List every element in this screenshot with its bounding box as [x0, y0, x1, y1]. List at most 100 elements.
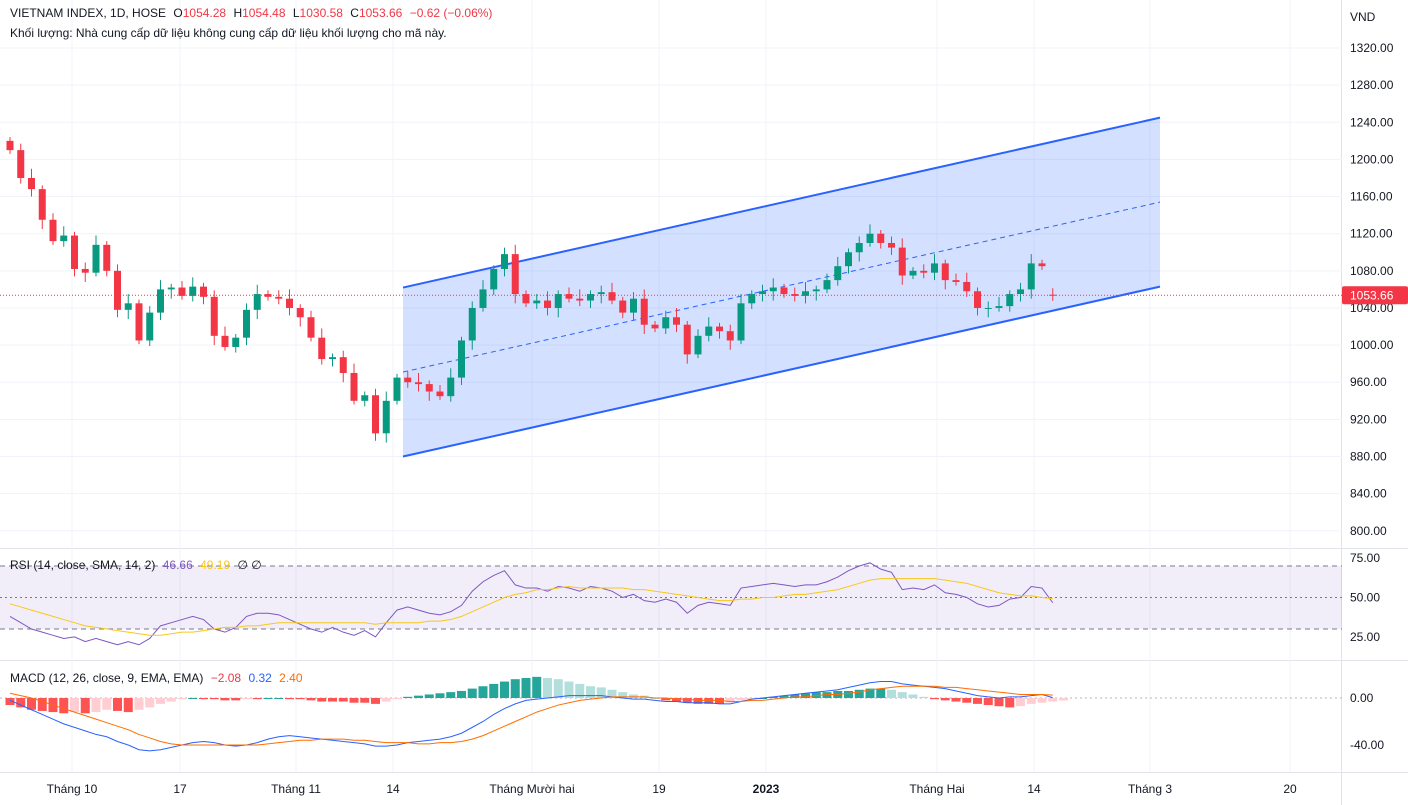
close-label: C: [350, 6, 359, 20]
candle-body: [458, 340, 465, 378]
rsi-pane: [0, 562, 1342, 646]
candle-body: [802, 291, 809, 296]
candle-body: [984, 307, 992, 309]
candle-body: [447, 377, 455, 397]
macd-histogram-bar: [371, 698, 380, 704]
macd-histogram-bar: [177, 698, 187, 700]
x-tick-label: Tháng Mười hai: [489, 782, 574, 796]
macd-histogram-bar: [564, 681, 574, 698]
rsi-tick-label: 50.00: [1350, 591, 1380, 605]
x-tick-label: 2023: [753, 782, 780, 796]
y-tick-label: 1280.00: [1350, 78, 1394, 92]
candle-body: [1006, 294, 1014, 307]
macd-histogram-bar: [91, 698, 101, 713]
ohlc-close: C1053.66: [350, 6, 402, 20]
macd-histogram-bar: [532, 676, 542, 698]
candle-body: [909, 270, 917, 276]
macd-histogram-bar: [220, 698, 230, 701]
regression-channel: [402, 116, 1161, 458]
symbol-title: VIETNAM INDEX, 1D, HOSE: [10, 6, 167, 20]
candle-body: [974, 291, 981, 308]
candle-body: [522, 294, 530, 304]
volume-note: Khối lượng: Nhà cung cấp dữ liệu không c…: [10, 26, 447, 40]
rsi-label: RSI (14, close, SMA, 14, 2): [10, 558, 156, 572]
macd-histogram-bar: [360, 698, 370, 703]
macd-histogram-bar: [446, 692, 456, 698]
macd-histogram-bar: [661, 698, 671, 701]
macd-histogram-bar: [242, 698, 251, 700]
macd-histogram-bar: [166, 698, 176, 702]
macd-histogram-bar: [983, 698, 993, 706]
macd-pane: [0, 676, 1342, 752]
candle-body: [834, 266, 842, 281]
macd-histogram-bar: [123, 698, 133, 713]
macd-histogram-bar: [930, 698, 939, 700]
macd-histogram-bar: [1026, 698, 1036, 704]
macd-histogram-bar: [790, 694, 800, 698]
close-value: 1053.66: [358, 6, 403, 20]
low-value: 1030.58: [299, 6, 343, 20]
candle-body: [812, 289, 820, 292]
x-tick-label: 17: [173, 782, 187, 796]
macd-histogram-bar: [1016, 698, 1025, 707]
candle-body: [404, 377, 412, 383]
macd-line: [9, 681, 1053, 752]
candle-body: [963, 281, 971, 292]
x-tick-label: 14: [386, 782, 400, 796]
y-tick-label: 1200.00: [1350, 152, 1394, 166]
rsi-extra: ∅ ∅: [237, 558, 262, 572]
macd-histogram-bar: [188, 698, 198, 699]
candle-body: [221, 335, 229, 347]
low-label: L: [292, 6, 300, 20]
candle-body: [425, 384, 433, 392]
candle-body: [436, 391, 444, 397]
macd-histogram-bar: [403, 696, 413, 698]
candle-body: [178, 287, 186, 296]
macd-histogram-bar: [27, 698, 36, 710]
rsi-line: [9, 562, 1054, 646]
candle-body: [146, 312, 154, 341]
macd-histogram-bar: [543, 678, 552, 698]
candle-body: [114, 270, 121, 310]
macd-histogram-bar: [424, 694, 434, 698]
macd-histogram-bar: [1048, 698, 1058, 702]
macd-histogram-bar: [919, 696, 929, 698]
candle-body: [253, 294, 261, 310]
macd-histogram-bar: [349, 698, 359, 703]
candle-body: [673, 317, 680, 325]
y-tick-label: 1320.00: [1350, 41, 1394, 55]
x-tick-label: 14: [1027, 782, 1041, 796]
candle-body: [372, 395, 379, 434]
candle-body: [60, 235, 68, 242]
x-tick-label: Tháng 11: [271, 782, 321, 796]
candle-body: [232, 337, 240, 347]
macd-histogram-bar: [844, 690, 853, 698]
candle-body: [769, 287, 777, 292]
macd-histogram-bar: [801, 693, 810, 698]
candle-body: [350, 372, 358, 401]
last-price-badge-label: 1053.66: [1350, 288, 1394, 302]
candle-body: [705, 326, 713, 336]
macd-histogram-bar: [586, 686, 595, 698]
candle-body: [81, 268, 89, 273]
macd-histogram-bar: [768, 696, 778, 698]
y-tick-label: 1160.00: [1350, 190, 1393, 204]
macd-histogram-bar: [414, 695, 423, 698]
macd-histogram-bar: [263, 698, 273, 699]
axes: Tháng 10 17 Tháng 11 14 Tháng Mười hai 19 2023…: [47, 10, 1408, 796]
macd-histogram-bar: [478, 686, 488, 698]
candle-body: [501, 254, 508, 269]
candle-body: [716, 326, 723, 332]
macd-histogram-bar: [575, 683, 585, 698]
macd-histogram-bar: [317, 698, 327, 702]
macd-histogram-bar: [607, 689, 617, 698]
y-tick-label: 1240.00: [1350, 115, 1394, 129]
channel-upper-line: [402, 116, 1161, 289]
macd-histogram-bar: [1037, 698, 1047, 703]
rsi-tick-label: 25.00: [1350, 630, 1380, 644]
currency-label: VND: [1350, 10, 1376, 24]
macd-histogram-bar: [500, 681, 509, 698]
ohlc-low: L1030.58: [293, 6, 343, 20]
candle-body: [565, 294, 573, 299]
